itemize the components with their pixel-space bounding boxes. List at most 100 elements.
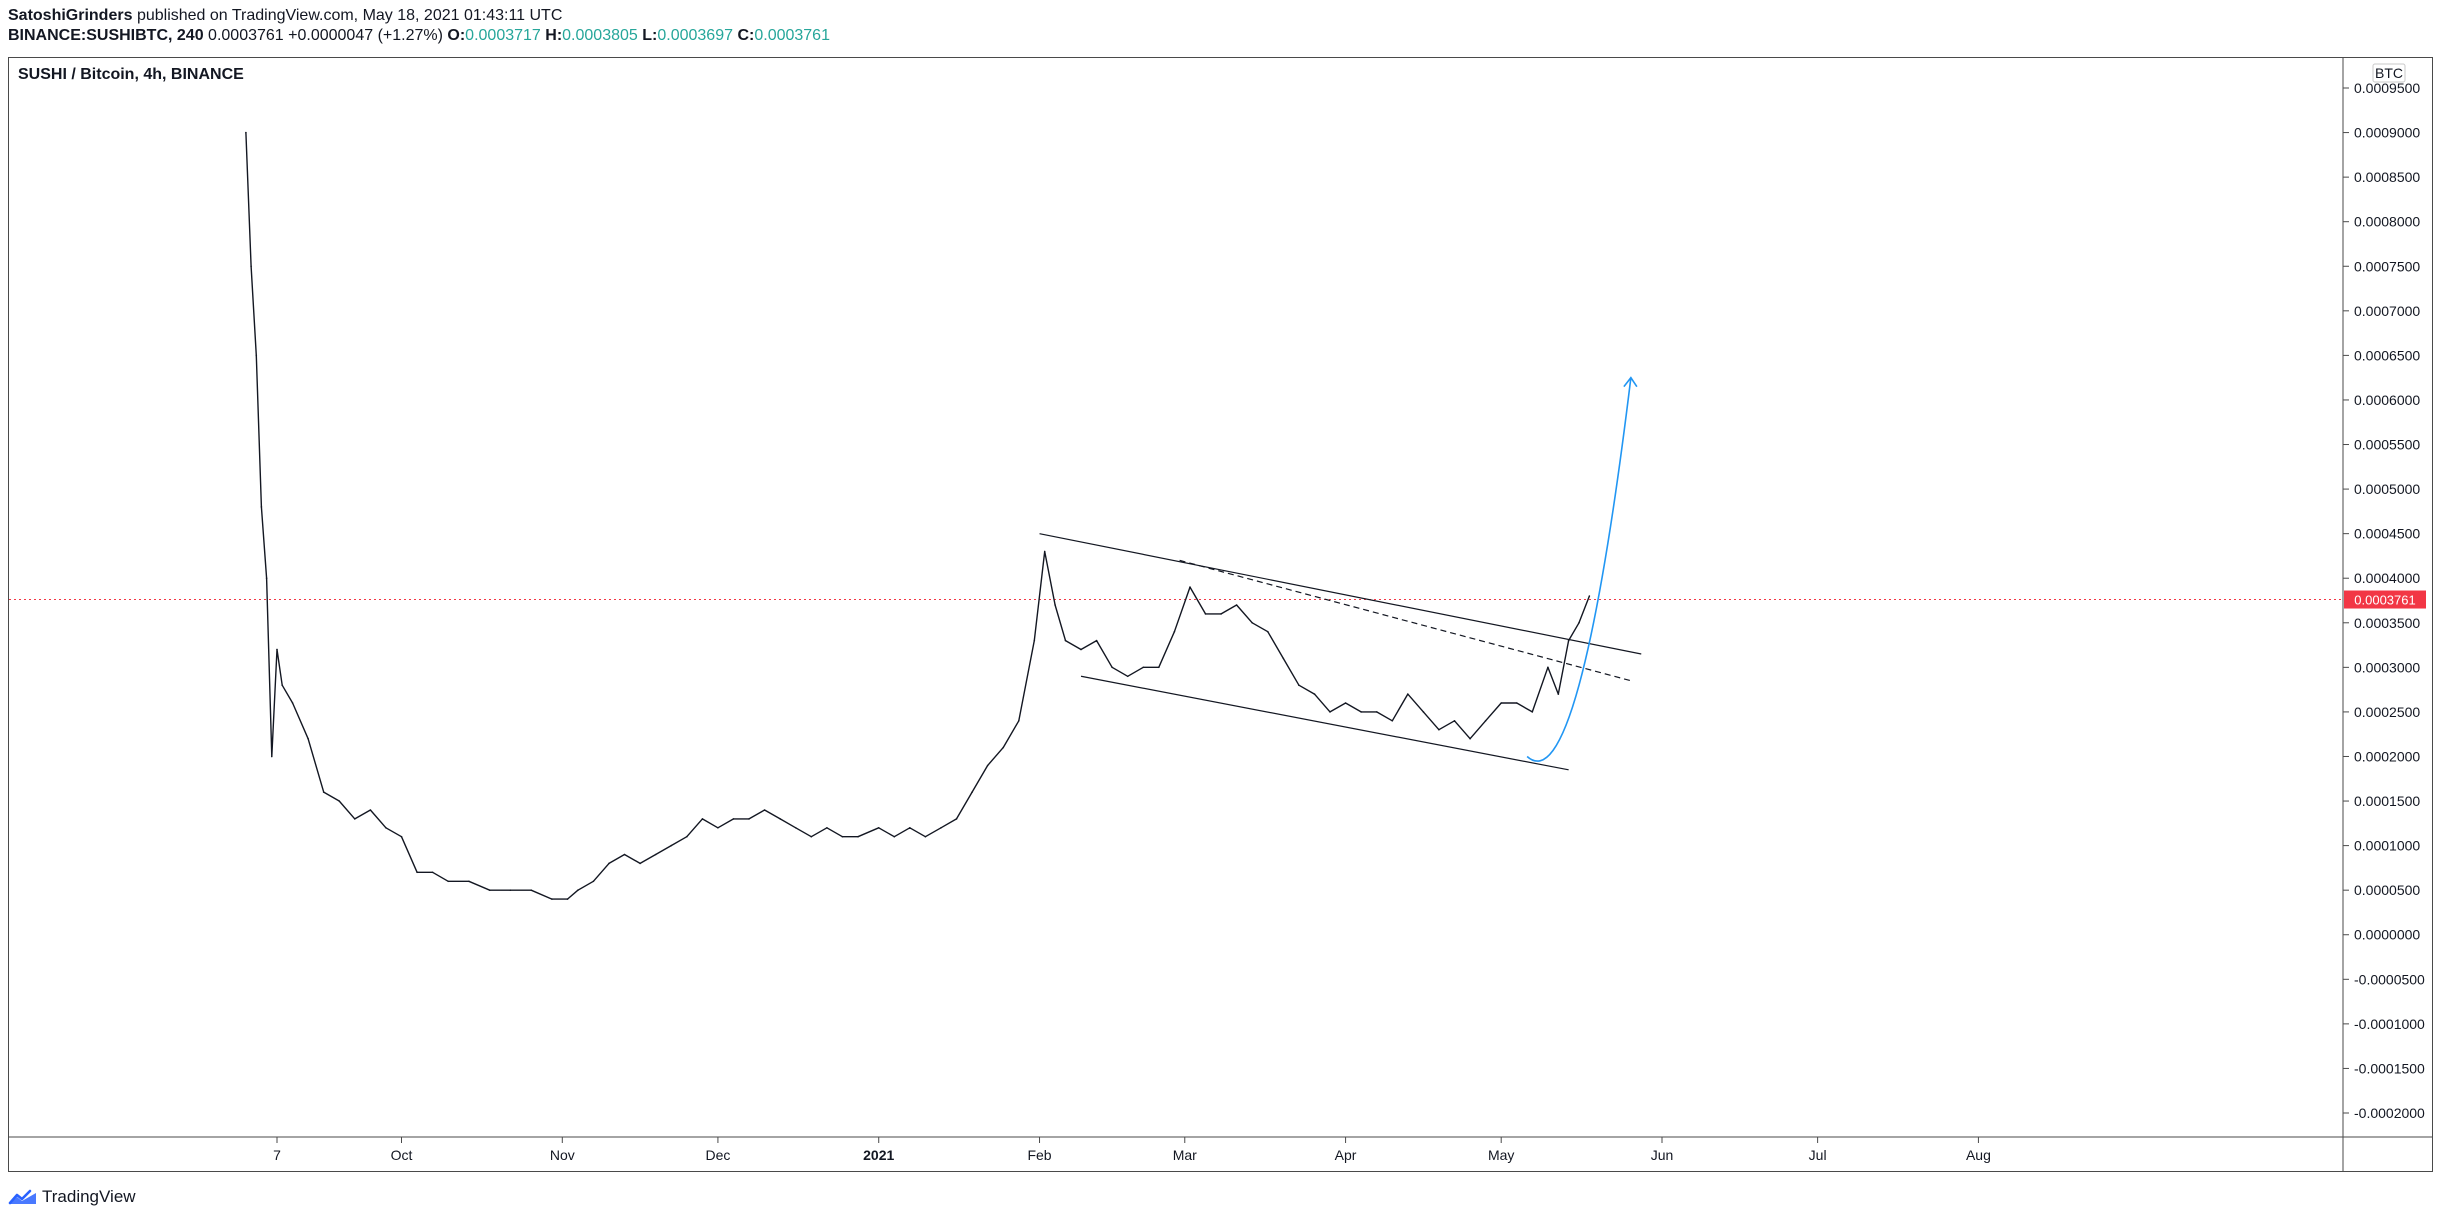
author-name[interactable]: SatoshiGrinders bbox=[8, 7, 133, 24]
tradingview-logo-icon[interactable] bbox=[8, 1188, 38, 1206]
price-point bbox=[322, 791, 325, 793]
x-tick-label: Apr bbox=[1335, 1147, 1357, 1163]
curved-arrow-head bbox=[1623, 376, 1638, 388]
price-point bbox=[1064, 639, 1067, 642]
price-point bbox=[1033, 639, 1036, 642]
price-point bbox=[447, 880, 450, 883]
price-point bbox=[271, 755, 273, 758]
price-point bbox=[1220, 613, 1222, 615]
price-point bbox=[468, 880, 470, 883]
price-point bbox=[291, 702, 294, 704]
price-point bbox=[416, 871, 418, 874]
x-tick-label: 2021 bbox=[863, 1147, 894, 1163]
price-point bbox=[1142, 666, 1145, 669]
pane-title: SUSHI / Bitcoin, 4h, BINANCE bbox=[18, 66, 244, 83]
y-tick-label: 0.0004500 bbox=[2354, 526, 2420, 542]
price-point bbox=[924, 835, 927, 838]
price-point bbox=[566, 898, 569, 900]
dashed-trendline[interactable] bbox=[1179, 559, 1632, 682]
low-label: L: bbox=[642, 27, 658, 44]
price-point bbox=[940, 827, 942, 829]
price-point bbox=[763, 809, 766, 811]
channel-trendline[interactable] bbox=[1039, 533, 1642, 655]
price-point bbox=[1578, 622, 1580, 624]
price-point bbox=[670, 844, 672, 847]
publish-info: SatoshiGrinders published on TradingView… bbox=[8, 6, 562, 26]
price-point bbox=[1095, 639, 1098, 642]
channel-trendline[interactable] bbox=[1080, 675, 1569, 771]
price-point bbox=[1298, 684, 1300, 686]
y-tick-label: 0.0001500 bbox=[2354, 793, 2420, 809]
x-tick-label: Mar bbox=[1173, 1147, 1197, 1163]
price-series bbox=[245, 131, 1591, 900]
high-label: H: bbox=[545, 27, 563, 44]
last-price-tag: 0.0003761 bbox=[2344, 590, 2426, 609]
price-point bbox=[877, 827, 880, 829]
tradingview-brand[interactable]: TradingView bbox=[42, 1187, 136, 1206]
price-point bbox=[592, 880, 595, 883]
time-axis[interactable]: 7 Oct Nov Dec 2021 Feb Mar Apr May Jun Jul Aug bbox=[273, 1137, 1991, 1163]
price-point bbox=[1484, 720, 1487, 722]
price-axis[interactable]: 0.0009500 0.0009000 0.0008500 0.0008000 0.00… bbox=[2343, 80, 2425, 1121]
x-tick-label: May bbox=[1488, 1147, 1514, 1163]
price-point bbox=[1189, 586, 1191, 588]
y-tick-label: -0.0000500 bbox=[2354, 971, 2425, 987]
x-tick-label: Nov bbox=[550, 1147, 575, 1163]
price-point bbox=[732, 818, 735, 820]
x-tick-label: 7 bbox=[273, 1147, 281, 1163]
price-point bbox=[530, 889, 532, 891]
y-tick-label: 0.0002500 bbox=[2354, 704, 2420, 720]
chart-frame[interactable] bbox=[8, 57, 2433, 1172]
price-point bbox=[1557, 693, 1560, 695]
y-tick-label: 0.0003000 bbox=[2354, 659, 2420, 675]
price-point bbox=[488, 889, 491, 891]
price-point bbox=[354, 818, 356, 820]
price-point bbox=[1111, 666, 1113, 669]
high-value: 0.0003805 bbox=[562, 27, 638, 44]
price-point bbox=[1469, 737, 1471, 740]
price-point bbox=[654, 853, 657, 856]
y-tick-label: 0.0004000 bbox=[2354, 570, 2420, 586]
y-tick-label: 0.0007500 bbox=[2354, 258, 2420, 274]
price-point bbox=[1282, 657, 1285, 660]
price-point bbox=[794, 827, 797, 829]
price-point bbox=[1588, 595, 1591, 597]
y-tick-label: 0.0008000 bbox=[2354, 214, 2420, 230]
price-point bbox=[255, 354, 258, 357]
x-tick-label: Feb bbox=[1027, 1147, 1051, 1163]
price-point bbox=[1018, 720, 1020, 722]
price-point bbox=[1438, 728, 1440, 731]
price-point bbox=[955, 818, 958, 820]
price-point bbox=[1422, 711, 1425, 713]
price-point bbox=[369, 809, 372, 811]
price-point bbox=[857, 835, 859, 838]
price-point bbox=[1531, 711, 1534, 713]
price-point bbox=[1360, 711, 1362, 713]
drawings-layer bbox=[1039, 376, 1642, 771]
price-point bbox=[909, 827, 911, 829]
price-point bbox=[1204, 613, 1207, 615]
price-point bbox=[1267, 630, 1269, 633]
price-point bbox=[608, 862, 610, 865]
price-point bbox=[307, 737, 309, 740]
price-point bbox=[748, 818, 750, 820]
price-point bbox=[779, 818, 781, 820]
price-point bbox=[260, 506, 263, 508]
price-point bbox=[1043, 550, 1046, 553]
x-tick-label: Oct bbox=[391, 1147, 413, 1163]
change-value: +0.0000047 (+1.27%) bbox=[288, 27, 443, 44]
curved-arrow[interactable] bbox=[1526, 377, 1632, 762]
price-point bbox=[385, 827, 387, 829]
symbol-info: BINANCE:SUSHIBTC, 240 0.0003761 +0.00000… bbox=[8, 26, 830, 46]
y-tick-label: 0.0005500 bbox=[2354, 437, 2420, 453]
currency-badge-label: BTC bbox=[2375, 65, 2403, 81]
y-tick-label: -0.0001500 bbox=[2354, 1060, 2425, 1076]
price-point bbox=[971, 791, 973, 793]
y-tick-label: 0.0009000 bbox=[2354, 125, 2420, 141]
y-tick-label: 0.0001000 bbox=[2354, 838, 2420, 854]
price-point bbox=[1391, 720, 1394, 722]
close-value: 0.0003761 bbox=[754, 27, 830, 44]
x-tick-label: Aug bbox=[1966, 1147, 1991, 1163]
price-point bbox=[1251, 622, 1253, 624]
